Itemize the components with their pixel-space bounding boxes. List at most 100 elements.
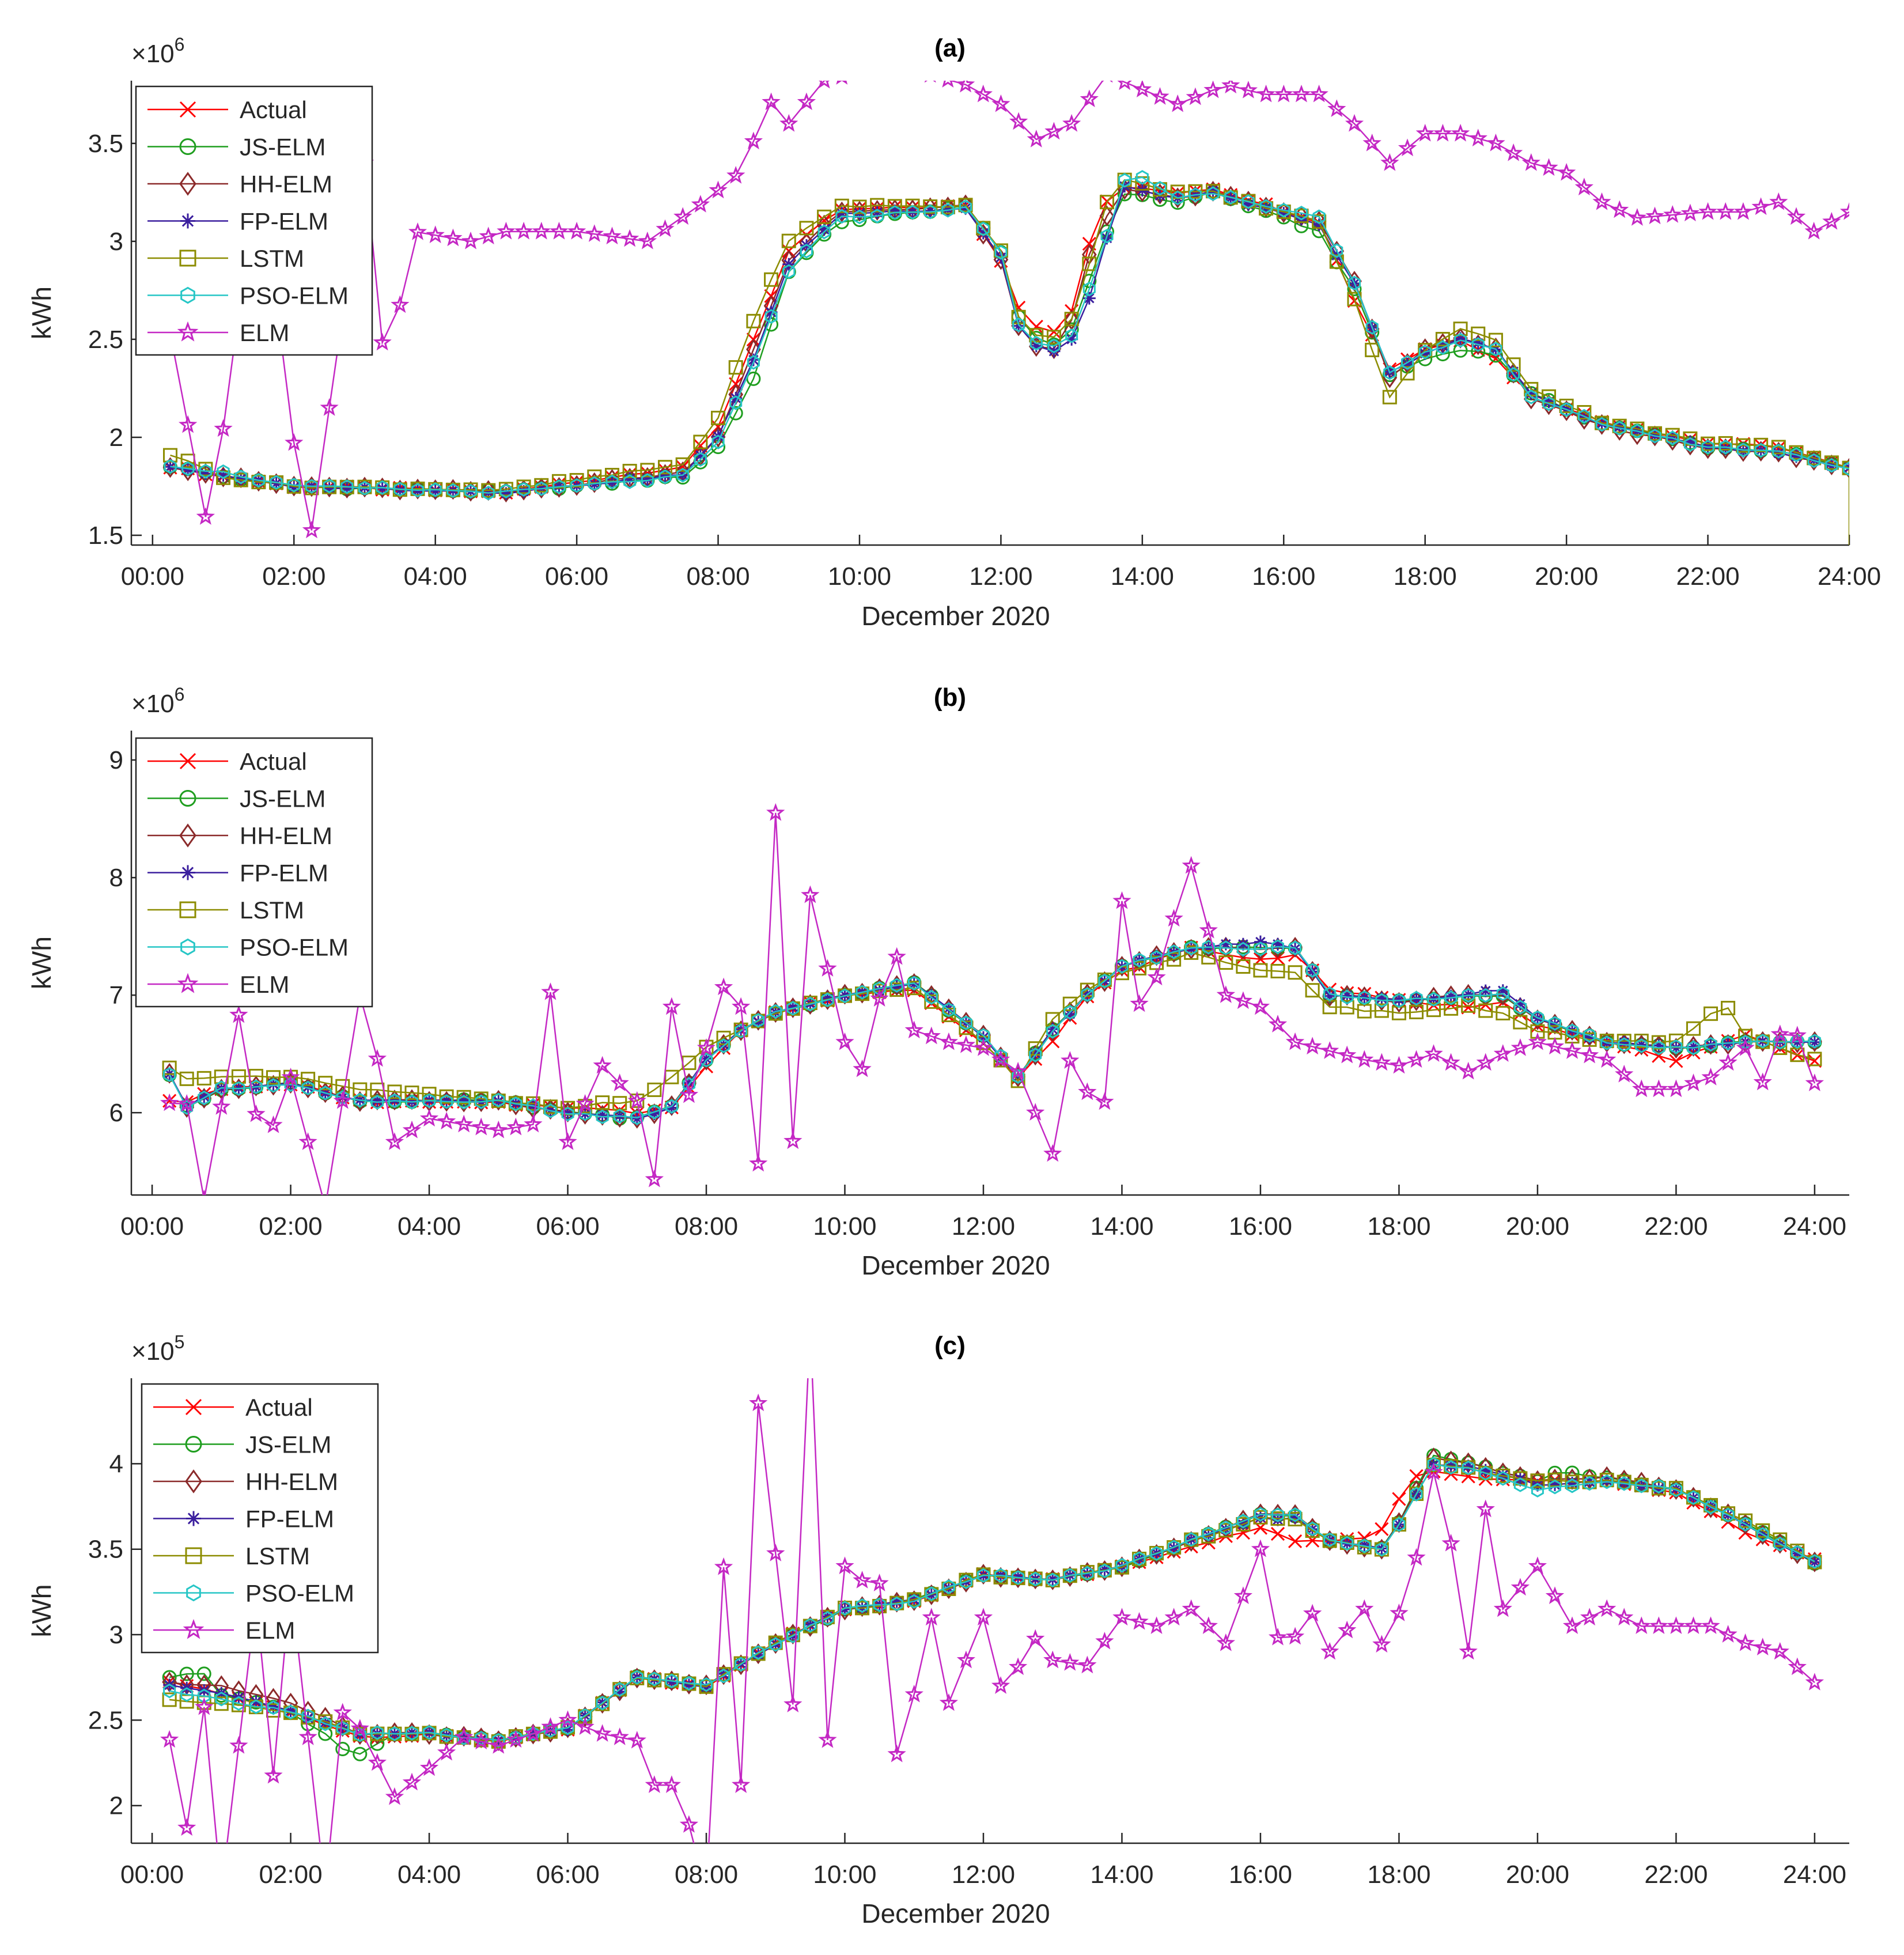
data-point <box>454 1114 474 1133</box>
data-point <box>613 1682 626 1697</box>
data-point <box>1012 319 1025 332</box>
data-point <box>1199 1616 1218 1634</box>
data-point <box>1312 214 1327 229</box>
data-point <box>907 977 921 990</box>
data-point <box>437 1742 456 1761</box>
data-point <box>1251 997 1270 1015</box>
data-point <box>1201 950 1216 965</box>
data-point <box>1236 941 1250 957</box>
data-point <box>1339 1534 1355 1555</box>
series-line <box>169 1464 1815 1742</box>
legend-marker <box>185 1398 202 1416</box>
data-point <box>1101 81 1113 83</box>
data-point <box>623 472 637 485</box>
data-point <box>285 433 304 451</box>
data-point <box>1548 1479 1561 1495</box>
data-point <box>1294 206 1308 221</box>
data-point <box>630 1670 644 1685</box>
data-point <box>1618 1476 1631 1491</box>
data-point <box>1418 347 1432 360</box>
data-point <box>1721 1038 1735 1051</box>
data-point <box>1843 461 1849 477</box>
data-point <box>567 221 586 240</box>
data-point <box>747 353 760 366</box>
data-point <box>1224 192 1237 205</box>
data-point <box>1560 402 1573 417</box>
data-point <box>662 997 681 1015</box>
series-elm <box>160 1378 1824 1843</box>
data-point <box>544 1103 557 1118</box>
data-point <box>1770 1024 1789 1042</box>
data-point <box>550 221 569 240</box>
data-point <box>1769 192 1788 210</box>
data-point <box>358 481 371 496</box>
data-point <box>577 1103 593 1125</box>
data-point <box>870 198 885 213</box>
data-point <box>994 245 1008 260</box>
data-point <box>215 466 231 487</box>
data-point <box>247 1104 266 1122</box>
y-exponent-label: ×105 <box>131 1332 184 1366</box>
data-point <box>1202 939 1215 955</box>
data-point <box>1167 952 1182 967</box>
data-point <box>1288 1534 1303 1549</box>
data-point <box>1382 367 1398 388</box>
data-point <box>872 1594 887 1616</box>
data-point <box>1632 1079 1651 1098</box>
data-point <box>524 1114 543 1133</box>
data-point <box>249 1699 263 1714</box>
data-point <box>716 1030 731 1045</box>
data-point <box>888 205 902 220</box>
data-point <box>804 1617 817 1633</box>
data-point <box>1027 130 1046 148</box>
data-point <box>1825 457 1838 473</box>
data-point <box>1029 1571 1042 1587</box>
data-point <box>1805 1673 1824 1691</box>
data-point <box>1236 937 1250 951</box>
data-point <box>281 1067 300 1086</box>
data-point <box>1401 357 1414 370</box>
data-point <box>665 1673 678 1689</box>
data-point <box>162 1060 177 1075</box>
data-point <box>1755 1031 1770 1052</box>
data-point <box>1511 1038 1530 1056</box>
data-point <box>1216 985 1236 1003</box>
x-tick-label: 14:00 <box>1090 1212 1153 1241</box>
data-point <box>1565 1474 1580 1489</box>
data-point <box>179 1071 194 1086</box>
data-point <box>404 1086 419 1101</box>
data-point <box>620 229 639 247</box>
data-point <box>1704 1499 1717 1515</box>
data-point <box>561 1720 574 1735</box>
data-point <box>817 224 831 240</box>
data-point <box>198 1688 211 1704</box>
data-point <box>890 980 903 993</box>
legend-item: LSTM <box>153 1542 310 1570</box>
data-point <box>1270 963 1285 978</box>
data-point <box>1667 1616 1686 1634</box>
data-point <box>319 1716 332 1729</box>
data-point <box>596 1695 609 1711</box>
data-point <box>1078 1655 1097 1674</box>
data-point <box>1362 133 1381 152</box>
x-tick-label: 24:00 <box>1783 1212 1846 1241</box>
data-point <box>1698 202 1717 220</box>
data-point <box>1791 1547 1804 1560</box>
data-point <box>1277 203 1290 218</box>
data-point <box>1652 1040 1665 1056</box>
data-point <box>1099 195 1114 210</box>
legend-label: FP-ELM <box>240 208 328 235</box>
data-point <box>870 206 884 219</box>
data-point <box>623 474 637 489</box>
data-point <box>1789 447 1803 462</box>
data-point <box>1648 429 1661 444</box>
legend-label: PSO-ELM <box>240 934 349 961</box>
data-point <box>1733 202 1753 220</box>
data-point <box>429 482 442 497</box>
x-tick-label: 04:00 <box>398 1861 461 1889</box>
legend-marker <box>180 213 195 229</box>
data-point <box>1115 1557 1129 1573</box>
data-point <box>1574 177 1593 196</box>
data-point <box>1182 856 1201 874</box>
data-point <box>1133 952 1146 967</box>
